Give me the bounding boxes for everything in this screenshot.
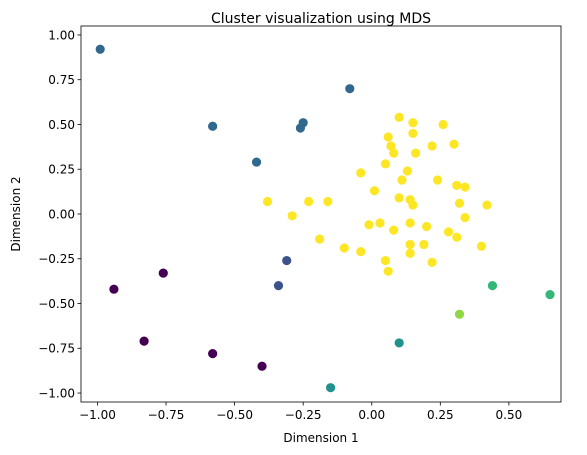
data-point [375,218,385,228]
data-point [364,220,374,230]
data-point [383,266,393,276]
data-point [405,239,415,250]
data-point [304,196,314,207]
data-point [443,227,454,237]
data-point [405,195,415,205]
data-point [454,309,465,319]
data-point [380,159,391,169]
data-point [383,132,393,142]
x-tick-label: −0.75 [148,408,185,422]
x-tick-label: −0.50 [216,408,253,422]
data-point [427,141,437,151]
data-point [356,168,366,178]
data-point [419,239,429,250]
data-point [389,148,399,158]
data-point [402,166,412,176]
x-tick-label: −1.00 [79,408,116,422]
data-point [282,255,292,266]
x-tick-label: 0.50 [496,408,523,422]
plot-frame [80,25,562,403]
data-point [452,180,462,190]
data-point [405,218,415,228]
data-point [109,284,119,294]
y-tick-label: 1.00 [48,28,75,42]
axis-ticks: −1.00 −0.75 −0.50 −0.25 0.00 0.25 0.50 1.00 0.75… [38,28,522,422]
y-tick-label: −0.75 [38,342,75,356]
data-point [298,118,308,128]
x-tick-label: 0.25 [427,408,454,422]
data-point [394,338,404,348]
data-point [408,128,418,139]
data-point [386,141,396,151]
data-point [273,281,284,291]
data-point [411,148,421,158]
data-point [394,112,404,122]
y-tick-label: −1.00 [38,386,75,400]
x-tick-label: 0.00 [358,408,385,422]
data-point [345,84,355,94]
data-point [339,243,349,253]
data-point [427,257,437,267]
y-tick-label: 0.00 [48,207,75,221]
data-point [369,186,380,196]
data-point [482,200,492,210]
data-point [326,383,336,393]
data-point [452,232,462,242]
data-point [487,281,498,291]
data-point [389,225,399,235]
data-point [476,241,487,251]
data-point [257,361,267,371]
data-point [158,268,168,278]
data-point [432,175,443,185]
data-point [408,118,418,128]
data-point [454,198,465,208]
x-axis-label: Dimension 1 [283,431,358,445]
data-point [545,289,555,300]
data-point [315,234,325,244]
y-tick-label: 0.50 [48,118,75,132]
y-tick-label: −0.50 [38,297,75,311]
data-point [251,157,262,167]
data-point [422,221,432,232]
data-point [394,193,404,203]
y-tick-label: 0.75 [48,73,75,87]
data-point [397,175,407,185]
y-tick-label: −0.25 [38,252,75,266]
data-point [287,211,297,221]
data-point [323,196,333,207]
data-point [460,212,470,223]
data-point [139,336,149,346]
data-point [356,247,366,257]
data-point [449,139,459,149]
data-points [95,44,555,393]
y-axis-label: Dimension 2 [9,176,23,251]
chart-title: Cluster visualization using MDS [211,11,431,27]
data-point [380,255,391,266]
data-point [405,248,415,258]
data-point [95,44,105,54]
data-point [438,119,448,130]
data-point [262,196,273,207]
y-tick-label: 0.25 [48,163,75,177]
data-point [208,121,218,131]
x-tick-label: −0.25 [285,408,322,422]
data-point [460,182,470,192]
data-point [208,349,218,359]
